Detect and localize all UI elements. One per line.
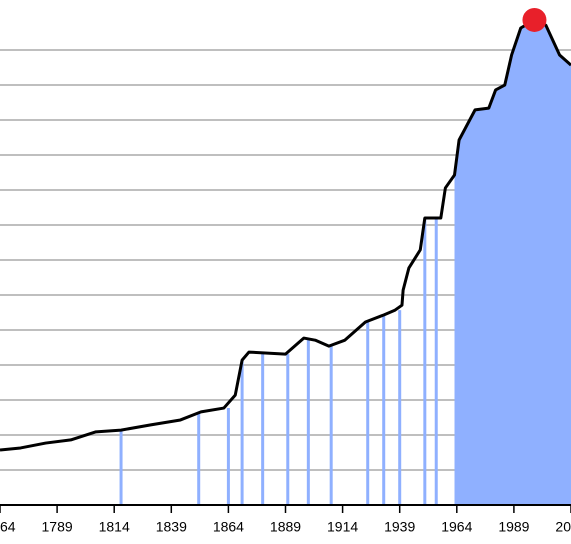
x-tick-label: 1764 [0, 519, 16, 535]
x-tick-label: 1864 [213, 519, 244, 535]
x-tick-label: 1839 [156, 519, 187, 535]
x-tick-label: 1814 [99, 519, 130, 535]
peak-marker [522, 7, 547, 32]
x-tick-label: 1789 [42, 519, 73, 535]
x-tick-label: 1989 [498, 519, 529, 535]
x-tick-label: 1939 [384, 519, 415, 535]
x-tick-label: 2014 [555, 519, 571, 535]
x-tick-label: 1914 [327, 519, 358, 535]
line [0, 18, 571, 452]
x-tick-label: 1964 [441, 519, 472, 535]
area [454, 19, 571, 505]
x-tick-label: 1889 [270, 519, 301, 535]
